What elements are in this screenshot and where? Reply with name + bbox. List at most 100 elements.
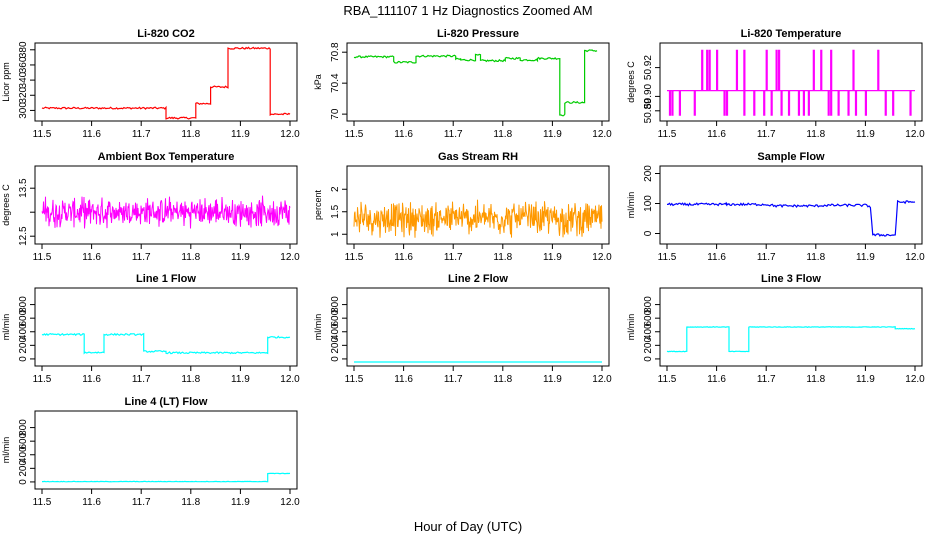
x-tick-label: 11.9	[231, 497, 250, 508]
y-tick-label: 70.4	[330, 73, 341, 93]
plot-frame	[34, 42, 298, 122]
y-tick-label: 800	[18, 419, 29, 436]
x-tick-label: 11.7	[757, 252, 776, 263]
panel-box_temp: Ambient Box Temperature degrees C 11.5 11.6…	[1, 151, 300, 263]
x-tick-label: 11.9	[231, 374, 250, 385]
y-tick-label: 200	[643, 337, 654, 354]
x-tick-label: 11.5	[33, 374, 52, 385]
y-tick-label: 600	[18, 309, 29, 326]
x-tick-label: 11.9	[543, 374, 562, 385]
x-tick-label: 11.8	[806, 374, 825, 385]
y-axis-label: ml/min	[626, 314, 636, 341]
panel-line2: Line 2 Flow ml/min 11.5 11.6 11.7 11.8 11.9 12.…	[313, 273, 612, 385]
y-tick-label: 70.8	[330, 42, 341, 62]
y-tick-label: 340	[18, 71, 29, 88]
x-tick-label: 11.6	[394, 129, 413, 140]
y-tick-label: 300	[18, 102, 29, 119]
plot-frame	[346, 287, 610, 367]
x-tick-label: 11.6	[707, 374, 726, 385]
y-tick-label: 70	[330, 108, 341, 120]
x-tick-label: 11.9	[231, 129, 250, 140]
x-tick-label: 11.8	[806, 129, 825, 140]
x-tick-label: 11.9	[856, 252, 875, 263]
x-tick-label: 11.9	[543, 252, 562, 263]
x-tick-label: 11.5	[33, 252, 52, 263]
x-tick-label: 11.9	[856, 374, 875, 385]
series-group	[666, 326, 916, 353]
series-line	[353, 199, 603, 238]
y-axis-label: kPa	[313, 74, 323, 90]
x-tick-label: 11.6	[82, 129, 101, 140]
y-tick-label: 0	[18, 479, 29, 485]
y-tick-label: 200	[18, 337, 29, 354]
y-tick-label: 12.5	[18, 226, 29, 246]
x-tick-label: 11.9	[856, 129, 875, 140]
figure-x-axis-label: Hour of Day (UTC)	[414, 519, 522, 534]
y-tick-label: 200	[330, 337, 341, 354]
panel-title: Gas Stream RH	[438, 151, 518, 163]
y-tick-label: 600	[643, 309, 654, 326]
x-tick-label: 11.5	[658, 252, 677, 263]
x-tick-label: 11.6	[394, 374, 413, 385]
y-tick-label: 0	[330, 356, 341, 362]
y-tick-label: 0	[18, 356, 29, 362]
panel-title: Li-820 Pressure	[437, 28, 519, 40]
series-group	[353, 199, 603, 238]
x-tick-label: 11.7	[132, 374, 151, 385]
panel-line4: Line 4 (LT) Flow ml/min 11.5 11.6 11.7 11.8 11…	[1, 396, 300, 508]
panel-title: Li-820 CO2	[137, 28, 194, 40]
panel-title: Ambient Box Temperature	[98, 151, 235, 163]
plot-frame	[346, 165, 610, 245]
series-group	[41, 46, 291, 120]
y-axis-label: ml/min	[1, 437, 11, 464]
x-tick-label: 11.5	[658, 129, 677, 140]
y-axis-label: percent	[313, 189, 323, 220]
plot-frame	[659, 287, 923, 367]
x-tick-label: 11.7	[444, 374, 463, 385]
y-tick-label: 800	[643, 296, 654, 313]
panel-title: Line 2 Flow	[448, 273, 508, 285]
x-tick-label: 11.7	[757, 374, 776, 385]
y-axis-label: degrees C	[1, 184, 11, 226]
x-tick-label: 11.9	[543, 129, 562, 140]
x-tick-label: 12.0	[905, 129, 925, 140]
plot-frame	[34, 410, 298, 490]
x-tick-label: 11.7	[132, 252, 151, 263]
y-tick-label: 2	[330, 186, 341, 192]
x-tick-label: 11.6	[82, 252, 101, 263]
y-tick-label: 0	[643, 356, 654, 362]
x-tick-label: 11.5	[33, 497, 52, 508]
x-tick-label: 11.7	[444, 129, 463, 140]
plot-frame	[659, 42, 923, 122]
y-axis-label: ml/min	[313, 314, 323, 341]
panel-line3: Line 3 Flow ml/min 11.5 11.6 11.7 11.8 11.9 12.…	[626, 273, 925, 385]
x-tick-label: 11.6	[394, 252, 413, 263]
series-line	[41, 332, 291, 355]
panel-sample_flow: Sample Flow ml/min 11.5 11.6 11.7 11.8 11.9 12.…	[626, 151, 925, 263]
y-tick-label: 400	[18, 446, 29, 463]
series-line	[41, 195, 291, 229]
x-tick-label: 12.0	[280, 497, 300, 508]
x-tick-label: 11.5	[345, 374, 364, 385]
series-line	[42, 472, 291, 483]
series-group	[667, 49, 915, 116]
panel-title: Li-820 Temperature	[741, 28, 842, 40]
x-tick-label: 11.8	[181, 252, 200, 263]
series-line	[667, 49, 915, 116]
y-axis-label: ml/min	[1, 314, 11, 341]
series-group	[667, 199, 916, 237]
x-tick-label: 12.0	[905, 252, 925, 263]
series-line	[667, 199, 916, 237]
series-line	[353, 49, 598, 117]
y-tick-label: 400	[330, 323, 341, 340]
y-tick-label: 50.90	[643, 83, 654, 108]
x-tick-label: 11.5	[658, 374, 677, 385]
x-tick-label: 11.5	[345, 252, 364, 263]
x-tick-label: 11.6	[82, 497, 101, 508]
y-tick-label: 320	[18, 86, 29, 103]
x-tick-label: 12.0	[592, 129, 612, 140]
plot-frame	[34, 287, 298, 367]
y-tick-label: 13.5	[18, 178, 29, 198]
